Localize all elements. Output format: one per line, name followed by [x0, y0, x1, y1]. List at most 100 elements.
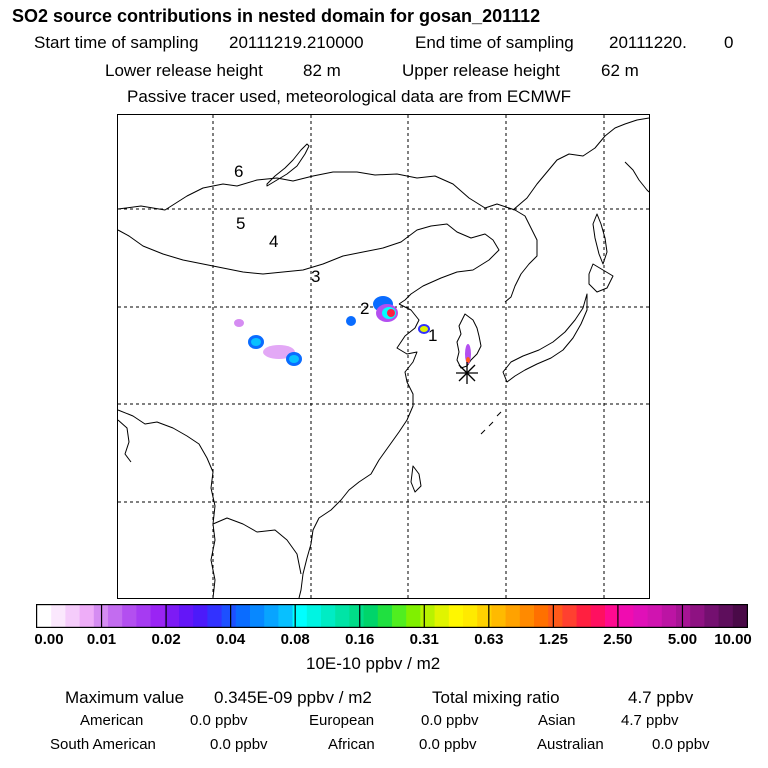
colorbar-swatch	[150, 605, 166, 627]
colorbar-swatch	[619, 605, 634, 627]
figure-title: SO2 source contributions in nested domai…	[12, 6, 541, 26]
colorbar-swatch	[108, 605, 123, 627]
colorbar-swatch	[264, 605, 279, 627]
okhotsk-coast	[512, 117, 650, 211]
colorbar-swatch	[65, 605, 80, 627]
region-value-european: 0.0 ppbv	[421, 712, 479, 729]
colorbar-swatch	[463, 605, 478, 627]
colorbar-tick-label: 5.00	[667, 631, 698, 648]
colorbar-swatch	[136, 605, 151, 627]
colorbar-tick-label: 0.63	[474, 631, 504, 648]
plume-patch	[289, 355, 299, 363]
region-name-australian: Australian	[537, 736, 604, 753]
colorbar-units: 10E-10 ppbv / m2	[306, 654, 441, 673]
colorbar-swatch	[193, 605, 208, 627]
region-name-european: European	[309, 712, 375, 729]
colorbar-tick-label: 0.02	[151, 631, 181, 648]
region-name-american: American	[80, 712, 144, 729]
sakhalin-island	[592, 213, 608, 265]
total-mixing-label: Total mixing ratio	[432, 688, 560, 707]
plume-patch	[420, 326, 428, 332]
colorbar-tick-label: 0.04	[216, 631, 246, 648]
region-label-1: 1	[428, 326, 437, 345]
plume-patch	[387, 309, 395, 317]
colorbar-swatch	[704, 605, 719, 627]
region-value-african: 0.0 ppbv	[419, 736, 477, 753]
upper-height-value: 62 m	[601, 61, 639, 80]
plume-patch	[466, 357, 470, 363]
russia-border	[117, 171, 538, 303]
bay-of-bengal-coast	[117, 419, 132, 463]
colorbar-swatch	[505, 605, 521, 627]
colorbar-swatch	[278, 605, 293, 627]
colorbar-swatch	[448, 605, 464, 627]
colorbar-swatch	[207, 605, 222, 627]
colorbar-swatch	[164, 605, 180, 627]
region-label-4: 4	[269, 232, 278, 251]
colorbar-swatch	[605, 605, 620, 627]
plume-patch	[346, 316, 356, 326]
india-china-border	[117, 409, 216, 599]
colorbar-swatch	[221, 605, 237, 627]
total-mixing-value: 4.7 ppbv	[628, 688, 694, 707]
start-time-value: 20111219.210000	[229, 33, 364, 52]
colorbar-swatch	[79, 605, 95, 627]
lower-height-value: 82 m	[303, 61, 341, 80]
mongolia-border	[117, 223, 500, 305]
end-time-suffix: 0	[724, 33, 734, 52]
region-value-american: 0.0 ppbv	[190, 712, 248, 729]
region-label-5: 5	[236, 214, 245, 233]
kamchatka-coast	[624, 161, 650, 193]
plume-patch	[234, 319, 244, 327]
so2-contribution-patches	[234, 296, 471, 366]
max-value-label: Maximum value	[65, 688, 185, 707]
colorbar-swatches	[37, 605, 748, 627]
colorbar-swatch	[477, 605, 492, 627]
colorbar-swatch	[392, 605, 407, 627]
colorbar-swatch	[534, 605, 549, 627]
colorbar-swatch	[548, 605, 563, 627]
colorbar-swatch	[718, 605, 734, 627]
colorbar-swatch	[647, 605, 663, 627]
colorbar-tick-label: 10.00	[714, 631, 752, 648]
region-label-2: 2	[360, 299, 369, 318]
colorbar-swatch	[562, 605, 577, 627]
plume-patch	[251, 338, 261, 346]
colorbar-swatch	[420, 605, 435, 627]
map-frame	[117, 114, 650, 599]
colorbar-tick-label: 0.01	[86, 631, 117, 648]
colorbar-swatch	[306, 605, 322, 627]
colorbar-swatch	[122, 605, 137, 627]
colorbar-dividers	[100, 605, 684, 627]
colorbar-swatch	[661, 605, 677, 627]
asterisk-icon	[456, 362, 478, 384]
colorbar-swatch	[377, 605, 393, 627]
colorbar-tick-label: 0.31	[409, 631, 439, 648]
tracer-note: Passive tracer used, meteorological data…	[127, 87, 572, 106]
region-value-south-american: 0.0 ppbv	[210, 736, 268, 753]
colorbar-frame	[36, 604, 748, 628]
colorbar-swatch	[676, 605, 691, 627]
max-value: 0.345E-09 ppbv / m2	[214, 688, 372, 707]
colorbar-swatch	[434, 605, 450, 627]
colorbar-swatch	[491, 605, 506, 627]
colorbar-swatch	[250, 605, 265, 627]
ryukyu-islands	[480, 411, 502, 435]
colorbar-swatch	[349, 605, 364, 627]
colorbar-swatch	[363, 605, 379, 627]
region-name-south-american: South American	[50, 736, 156, 753]
colorbar-swatch	[235, 605, 251, 627]
colorbar-tick-label: 0.00	[34, 631, 64, 648]
region-label-6: 6	[234, 162, 243, 181]
upper-height-label: Upper release height	[402, 61, 560, 80]
region-name-african: African	[328, 736, 375, 753]
map-panel: 1 2 3 4 5 6	[117, 114, 650, 599]
honshu-island	[502, 293, 588, 383]
colorbar-swatch	[335, 605, 350, 627]
end-time-label: End time of sampling	[415, 33, 574, 52]
colorbar-swatch	[519, 605, 535, 627]
colorbar-swatch	[406, 605, 421, 627]
colorbar-swatch	[37, 605, 52, 627]
colorbar-tick-label: 1.25	[538, 631, 568, 648]
region-value-asian: 4.7 ppbv	[621, 712, 679, 729]
